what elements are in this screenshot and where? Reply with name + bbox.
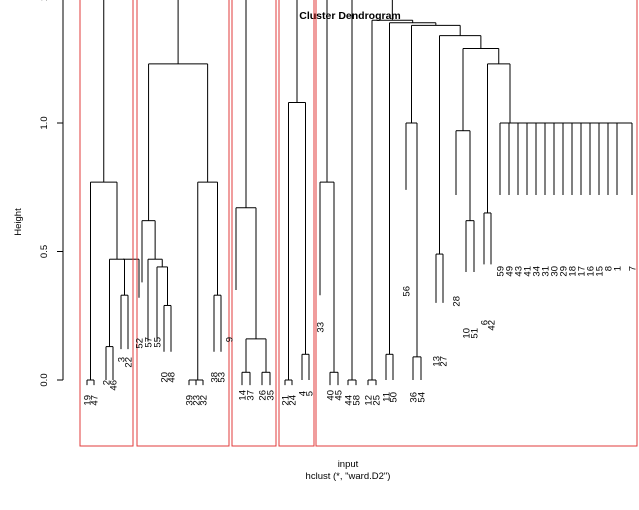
leaf-label: 6 <box>480 320 491 325</box>
leaf-label: 46 <box>109 380 120 391</box>
leaf-label: 7 <box>628 266 639 271</box>
leaf-label: 31 <box>541 266 552 277</box>
leaf-label: 1 <box>613 266 624 271</box>
leaf-label: 40 <box>326 390 337 401</box>
leaf-label: 38 <box>210 372 221 383</box>
leaf-label: 20 <box>160 372 171 383</box>
leaf-label: 8 <box>604 266 615 271</box>
leaf-label: 11 <box>382 392 393 402</box>
y-axis-label: Height <box>13 208 24 236</box>
leaf-label: 13 <box>432 356 443 367</box>
leaf-label: 18 <box>568 266 579 277</box>
leaf-label: 41 <box>523 266 534 277</box>
leaf-label: 34 <box>532 266 543 277</box>
leaf-label: 49 <box>505 266 516 277</box>
leaf-label: 30 <box>550 266 561 277</box>
leaf-label: 43 <box>514 266 525 277</box>
cluster-rectangle <box>315 0 638 447</box>
leaf-label: 21 <box>281 395 292 406</box>
leaf-label: 52 <box>135 338 146 349</box>
x-axis-label: input <box>338 459 359 470</box>
leaf-label: 39 <box>185 395 196 406</box>
leaf-label: 19 <box>83 395 94 406</box>
leaf-label: 59 <box>496 266 507 277</box>
cluster-rectangle <box>231 0 277 447</box>
dendrogram-tree <box>86 0 633 386</box>
leaf-label: 28 <box>452 296 463 307</box>
leaf-label: 55 <box>153 337 164 348</box>
y-tick-label: 0.5 <box>39 245 50 258</box>
leaf-label: 50 <box>389 392 400 403</box>
leaf-label: 9 <box>225 337 236 342</box>
leaf-label: 48 <box>167 372 178 383</box>
leaf-label: 53 <box>217 372 228 383</box>
cluster-rectangle <box>136 0 230 447</box>
y-tick-label: 1.0 <box>39 116 50 129</box>
leaf-label: 32 <box>199 395 210 406</box>
leaf-label: 3 <box>117 357 128 362</box>
leaf-label: 24 <box>288 395 299 406</box>
leaf-label: 25 <box>372 395 383 406</box>
chart-title: Cluster Dendrogram <box>299 10 401 22</box>
cluster-rectangles <box>79 0 638 447</box>
y-tick-label: 0.0 <box>39 373 50 386</box>
leaf-label: 36 <box>409 392 420 403</box>
leaf-label: 17 <box>577 266 588 277</box>
leaf-label: 23 <box>192 395 203 406</box>
leaf-label: 44 <box>344 395 355 406</box>
cluster-rectangle <box>79 0 134 447</box>
leaf-label: 10 <box>462 328 473 339</box>
leaf-label: 4 <box>298 391 309 396</box>
leaf-label: 2 <box>102 380 113 385</box>
leaf-label: 27 <box>439 356 450 367</box>
leaf-label: 29 <box>559 266 570 277</box>
leaf-label: 14 <box>238 390 249 401</box>
cluster-rectangle <box>278 0 315 447</box>
leaf-label: 16 <box>586 266 597 277</box>
leaf-label: 51 <box>470 328 481 339</box>
x-axis-sublabel: hclust (*, "ward.D2") <box>306 471 391 482</box>
y-axis: 0.00.51.01.52.02.5 <box>39 0 64 387</box>
leaf-label: 5 <box>305 391 316 396</box>
leaf-label: 15 <box>595 266 606 277</box>
leaf-label: 45 <box>334 390 345 401</box>
leaf-label: 12 <box>364 395 375 406</box>
leaf-label: 47 <box>90 395 101 406</box>
leaf-label: 56 <box>402 286 413 297</box>
leaf-label: 35 <box>266 390 277 401</box>
leaf-label: 26 <box>258 390 269 401</box>
leaf-label: 22 <box>124 357 135 368</box>
leaf-label: 57 <box>144 337 155 348</box>
leaf-label: 58 <box>352 395 363 406</box>
leaf-label: 37 <box>246 390 257 401</box>
leaf-label: 42 <box>487 320 498 331</box>
leaf-label: 33 <box>316 322 327 333</box>
leaf-label: 54 <box>417 392 428 403</box>
y-tick-label: 1.5 <box>39 0 50 1</box>
